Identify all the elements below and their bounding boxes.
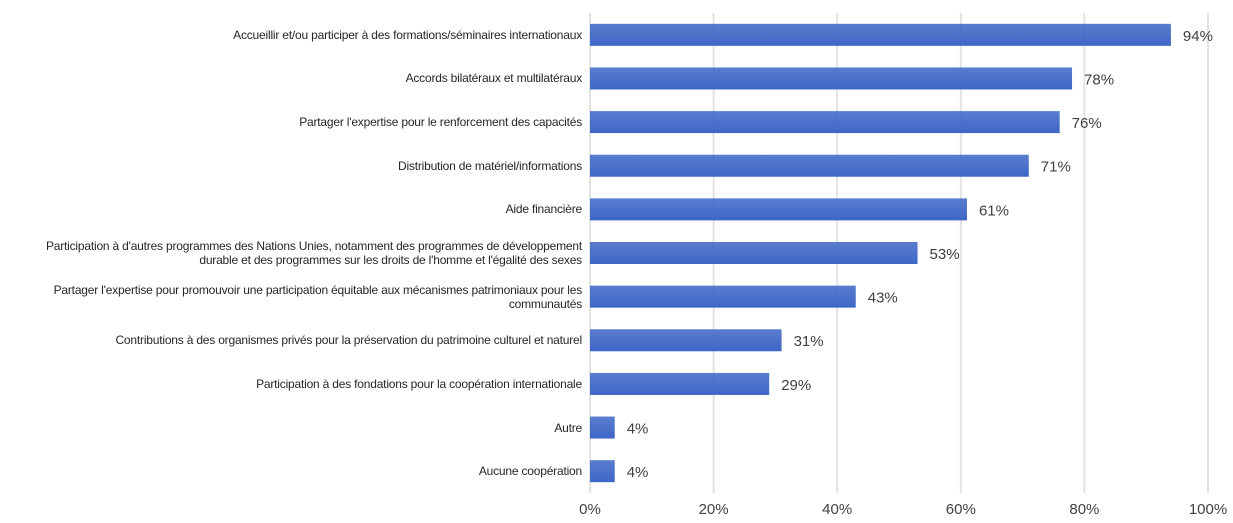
bar bbox=[590, 111, 1060, 134]
value-label: 29% bbox=[781, 377, 811, 394]
bar bbox=[590, 67, 1073, 90]
value-label: 78% bbox=[1084, 71, 1114, 88]
bar bbox=[590, 198, 967, 221]
x-tick-label: 40% bbox=[822, 501, 852, 518]
bar bbox=[590, 23, 1171, 46]
category-label: Partager l'expertise pour promouvoir une… bbox=[53, 282, 583, 311]
category-label: Participation à des fondations pour la c… bbox=[256, 376, 582, 391]
bar bbox=[590, 242, 918, 264]
bar bbox=[590, 329, 782, 352]
bar bbox=[590, 372, 770, 395]
value-label: 31% bbox=[794, 333, 824, 350]
category-label: Distribution de matériel/informations bbox=[397, 158, 582, 173]
category-label: Partager l'expertise pour le renforcemen… bbox=[299, 115, 582, 130]
value-label: 71% bbox=[1041, 159, 1071, 176]
value-label: 43% bbox=[868, 290, 898, 307]
category-label: Accueillir et/ou participer à des format… bbox=[233, 27, 582, 42]
value-label: 4% bbox=[627, 421, 649, 438]
bar bbox=[590, 416, 615, 439]
bar bbox=[590, 460, 615, 483]
value-label: 76% bbox=[1072, 115, 1102, 132]
category-label: Aide financière bbox=[505, 202, 583, 217]
x-tick-label: 20% bbox=[699, 501, 729, 518]
value-label: 53% bbox=[930, 246, 960, 263]
category-label: Participation à d'autres programmes des … bbox=[45, 239, 582, 267]
value-label: 94% bbox=[1183, 28, 1213, 45]
x-tick-label: 0% bbox=[579, 501, 601, 518]
category-label: Autre bbox=[554, 420, 582, 435]
category-label: Aucune coopération bbox=[478, 464, 582, 479]
x-tick-label: 100% bbox=[1189, 501, 1227, 518]
value-label: 4% bbox=[627, 464, 649, 481]
value-label: 61% bbox=[979, 202, 1009, 219]
bar bbox=[590, 154, 1029, 177]
category-label: Contributions à des organismes privés po… bbox=[115, 333, 582, 348]
category-label: Accords bilatéraux et multilatéraux bbox=[405, 71, 583, 86]
x-tick-label: 80% bbox=[1069, 501, 1099, 518]
x-tick-label: 60% bbox=[946, 501, 976, 518]
bar bbox=[590, 285, 856, 308]
